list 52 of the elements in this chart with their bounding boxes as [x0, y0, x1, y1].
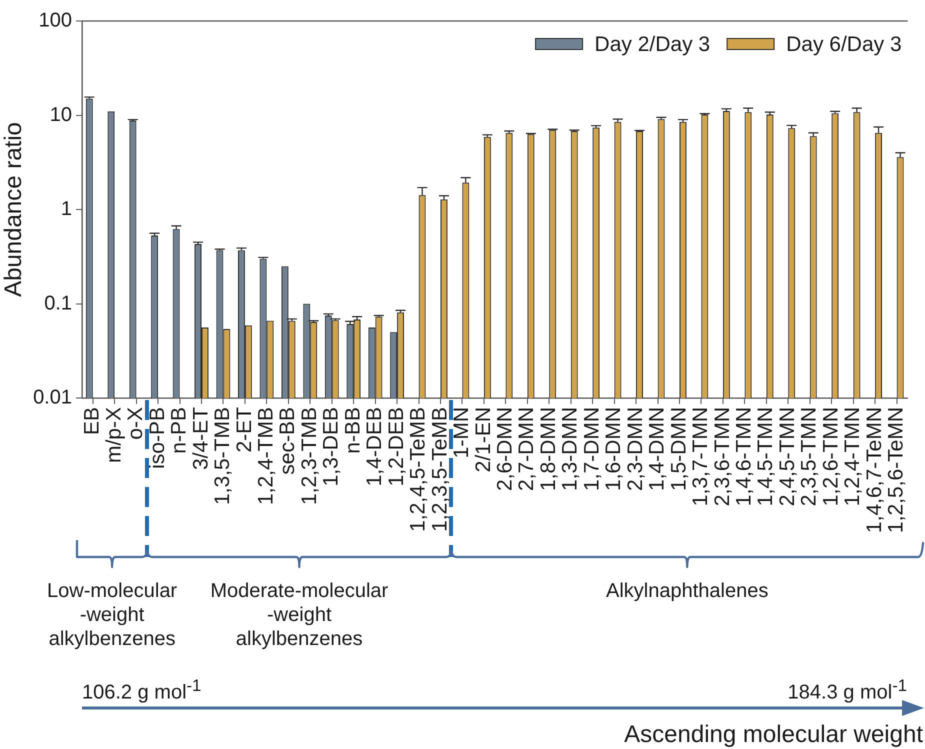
x-tick-label: 2-ET [232, 406, 256, 453]
x-tick-label: 2,3,5-TMN [798, 407, 821, 506]
x-tick-label: 2,7-DMN [515, 407, 538, 492]
text: Alkylnaphthalenes [606, 579, 768, 603]
x-tick-label: 1,4-DEB [363, 407, 386, 486]
x-tick-label: EB [80, 407, 104, 436]
x-tick-label: 2,3,6-TMN [710, 407, 734, 506]
x-tick-label: 1,2,4-TMN [841, 407, 864, 506]
x-tick-label: 1,4,5-TMN [754, 407, 778, 506]
y-tick-label: 1 [60, 198, 72, 220]
text: 106.2 g mol$^{-1}$ [82, 675, 202, 705]
x-tick-label: 1,2,3-TMB [298, 407, 321, 506]
y-tick-label: 0.01 [33, 386, 72, 409]
x-tick-label: o-X [124, 407, 148, 440]
x-tick-label: iso-PB [146, 407, 169, 469]
x-tick-label: 1,2,6-TMN [819, 407, 842, 506]
y-tick-label: 0.1 [44, 292, 72, 314]
x-tick-label: 1,3,7-TMN [689, 407, 712, 506]
x-tick-label: 2/1-EN [472, 407, 495, 472]
x-tick-label: 2,3-DMN [624, 407, 647, 492]
x-tick-label: 1,4-DMN [646, 407, 669, 492]
x-tick-label: n-PB [168, 407, 191, 454]
y-tick-label: 10 [50, 104, 72, 126]
x-tick-label: n-BB [341, 407, 364, 454]
x-tick-label: 1,3-DEB [320, 407, 343, 486]
x-tick-label: 3/4-ET [189, 406, 212, 470]
x-tick-label: 1,2,4,5-TeMB [406, 407, 430, 532]
x-tick-label: 2,6-DMN [493, 407, 516, 492]
legend-label: Day 6/Day 3 [786, 32, 902, 56]
text: Ascending molecular weight [624, 721, 923, 748]
text: 184.3 g mol$^{-1}$ [788, 675, 907, 705]
y-tick-label: 100 [38, 10, 72, 32]
x-tick-label: 1,2,4-TMB [254, 407, 278, 506]
x-tick-label: m/p-X [102, 407, 126, 464]
x-tick-label: 1,4,6-TMN [732, 407, 756, 506]
x-tick-label: 1,2,5,6-TeMN [884, 407, 908, 534]
text: Low-molecular -weight alkylbenzenes [47, 579, 178, 651]
x-tick-label: 1,2,3,5-TeMB [428, 407, 452, 532]
x-tick-label: 1-MN [450, 407, 474, 458]
x-tick-label: 1,3-DMN [558, 407, 582, 492]
x-tick-label: 1,7-DMN [580, 407, 604, 492]
x-tick-label: 1,5-DMN [667, 407, 690, 492]
y-axis-title: Abundance ratio [0, 122, 28, 297]
x-tick-label: sec-BB [276, 407, 300, 475]
x-tick-label: 1,6-DMN [602, 407, 626, 492]
x-tick-label: 1,8-DMN [536, 407, 560, 492]
legend-label: Day 2/Day 3 [594, 32, 710, 56]
x-tick-label: 1,3,5-TMB [211, 407, 234, 506]
x-tick-label: 2,4,5-TMN [776, 407, 799, 506]
text: Moderate-molecular -weight alkylbenzenes [210, 579, 388, 651]
x-tick-label: 1,2-DEB [384, 407, 408, 486]
x-tick-label: 1,4,6,7-TeMN [862, 407, 886, 534]
